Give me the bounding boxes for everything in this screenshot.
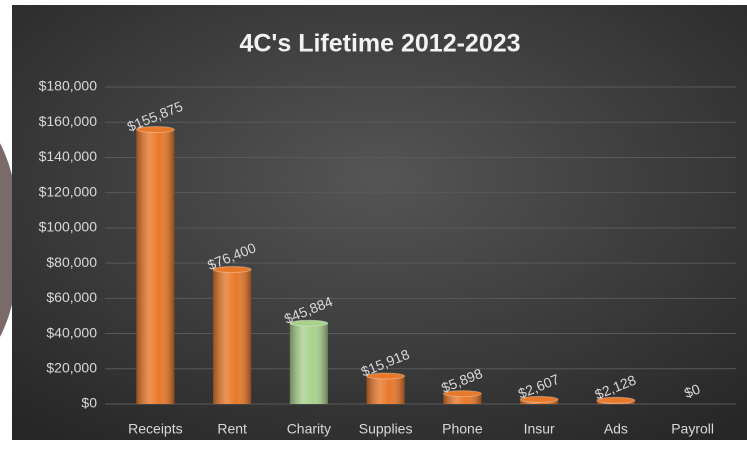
data-label: $0 (682, 380, 703, 401)
x-tick-label: Payroll (671, 421, 714, 437)
y-tick-label: $60,000 (46, 289, 97, 305)
x-tick-label: Charity (287, 421, 331, 437)
bar-part (442, 390, 482, 398)
bar (212, 265, 252, 404)
bar-part (135, 125, 175, 133)
bar (519, 395, 559, 404)
bar (289, 319, 329, 404)
y-tick-label: $180,000 (39, 78, 98, 94)
y-tick-label: $140,000 (39, 148, 98, 164)
bar (596, 396, 636, 404)
bar-part (443, 393, 482, 404)
chart-background (12, 5, 747, 440)
y-tick-label: $0 (81, 395, 97, 411)
bar-part (366, 375, 405, 404)
y-tick-label: $20,000 (46, 359, 97, 375)
x-tick-label: Insur (524, 421, 555, 437)
y-tick-label: $160,000 (39, 113, 98, 129)
y-tick-label: $40,000 (46, 324, 97, 340)
x-tick-label: Phone (442, 421, 483, 437)
bar-part (212, 265, 252, 273)
x-tick-label: Ads (604, 421, 628, 437)
bar (366, 372, 406, 404)
bar (135, 125, 175, 404)
x-tick-label: Rent (217, 421, 247, 437)
bar-part (289, 323, 328, 404)
x-tick-label: Supplies (359, 421, 413, 437)
y-tick-label: $100,000 (39, 219, 98, 235)
bar-part (519, 395, 559, 403)
x-tick-label: Receipts (128, 421, 182, 437)
bar-part (596, 396, 636, 404)
bar-part (213, 269, 252, 404)
y-tick-label: $120,000 (39, 183, 98, 199)
bar-part (289, 319, 329, 327)
bar-part (366, 372, 406, 380)
bar-part (136, 129, 175, 404)
bar (442, 390, 482, 404)
y-tick-label: $80,000 (46, 254, 97, 270)
chart-title: 4C's Lifetime 2012-2023 (239, 30, 520, 58)
